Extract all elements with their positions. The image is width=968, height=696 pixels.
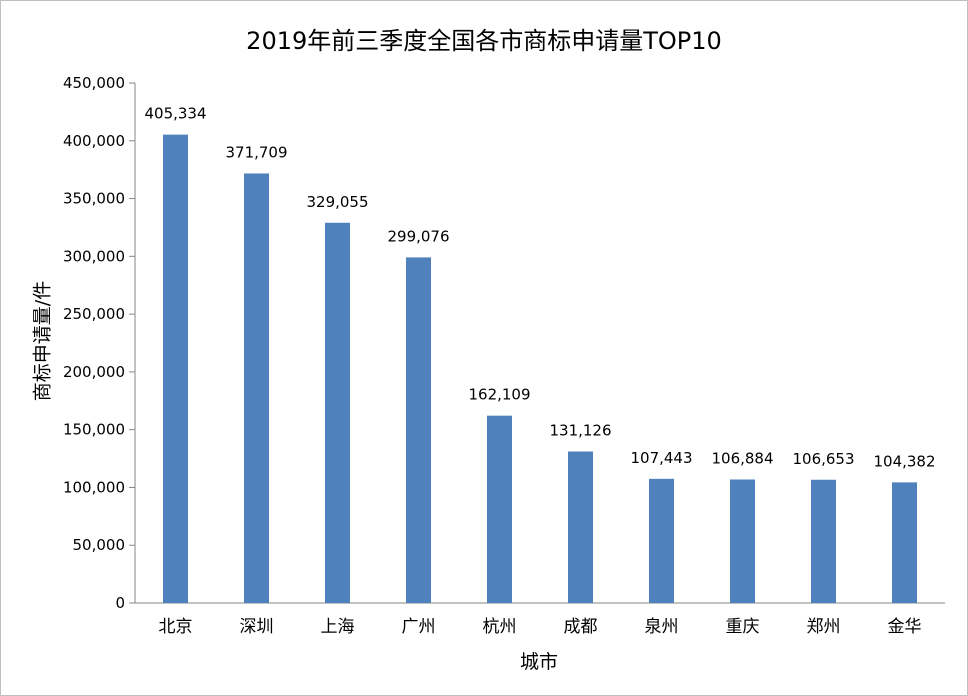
x-tick-label: 深圳 (240, 617, 274, 637)
x-tick-label: 泉州 (645, 617, 679, 637)
y-tick-label: 300,000 (63, 247, 125, 265)
y-tick-label: 200,000 (63, 363, 125, 381)
bar-3 (325, 222, 350, 603)
y-tick-label: 450,000 (63, 74, 125, 92)
bar-5 (487, 415, 512, 603)
data-label: 107,443 (630, 449, 692, 467)
data-label: 162,109 (468, 386, 530, 404)
bar-6 (568, 451, 593, 603)
data-label: 405,334 (144, 105, 206, 123)
x-tick-label: 上海 (321, 617, 355, 637)
data-label: 299,076 (387, 227, 449, 245)
bar-4 (406, 257, 431, 603)
x-tick-label: 广州 (402, 617, 436, 637)
y-tick-label: 350,000 (63, 190, 125, 208)
chart-title: 2019年前三季度全国各市商标申请量TOP10 (246, 27, 722, 55)
bar-2 (244, 173, 269, 603)
data-label: 329,055 (306, 193, 368, 211)
x-tick-label: 金华 (888, 617, 922, 637)
bar-1 (163, 134, 188, 603)
y-tick-label: 150,000 (63, 421, 125, 439)
y-tick-label: 0 (115, 594, 125, 612)
bar-9 (811, 479, 836, 603)
bar-8 (730, 479, 755, 603)
data-label: 371,709 (225, 143, 287, 161)
x-tick-label: 杭州 (483, 617, 517, 637)
y-tick-label: 100,000 (63, 478, 125, 496)
y-tick-label: 250,000 (63, 305, 125, 323)
x-tick-label: 成都 (564, 617, 598, 637)
x-axis-label: 城市 (519, 651, 559, 673)
bar-7 (649, 478, 674, 603)
data-label: 106,884 (711, 449, 773, 467)
y-tick-label: 400,000 (63, 132, 125, 150)
data-label: 104,382 (873, 452, 935, 470)
x-tick-label: 重庆 (726, 617, 760, 637)
bar-10 (892, 482, 917, 603)
x-tick-label: 郑州 (807, 617, 841, 637)
data-label: 131,126 (549, 421, 611, 439)
data-label: 106,653 (792, 450, 854, 468)
x-tick-label: 北京 (159, 617, 193, 637)
y-tick-label: 50,000 (73, 536, 126, 554)
